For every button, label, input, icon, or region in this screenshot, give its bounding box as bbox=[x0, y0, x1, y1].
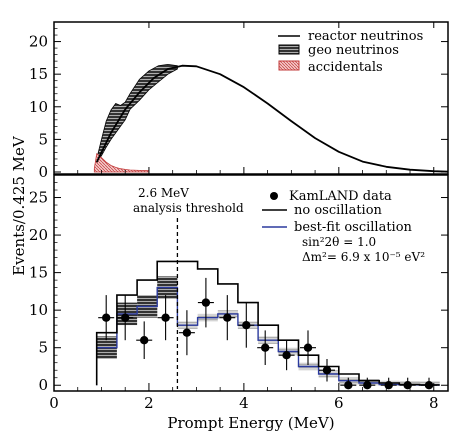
data-point bbox=[102, 313, 111, 322]
threshold-label-text: analysis threshold bbox=[133, 201, 244, 215]
data-point bbox=[161, 313, 170, 322]
data-point bbox=[242, 321, 251, 330]
legend-label-best-fit: best-fit oscillation bbox=[294, 220, 413, 235]
data-point bbox=[424, 381, 434, 390]
legend-marker-data bbox=[270, 192, 278, 200]
bottom-panel-frame bbox=[53, 174, 449, 392]
bottom-y-tick-label: 5 bbox=[38, 339, 48, 357]
data-point bbox=[261, 343, 270, 352]
bottom-y-tick-label: 20 bbox=[29, 226, 48, 244]
x-tick-label: 0 bbox=[49, 394, 59, 412]
bottom-y-tick-label: 25 bbox=[29, 189, 48, 207]
top-plot-area bbox=[93, 63, 449, 173]
threshold-label-energy: 2.6 MeV bbox=[138, 186, 189, 200]
data-point bbox=[384, 381, 393, 390]
top-legend: reactor neutrinos geo neutrinos accident… bbox=[278, 29, 423, 75]
accidentals-area bbox=[93, 152, 150, 173]
legend-label-accidentals: accidentals bbox=[308, 60, 383, 75]
fit-param-sin2theta: sin²2θ = 1.0 bbox=[302, 235, 376, 249]
data-point bbox=[201, 298, 211, 307]
top-y-tick-label: 10 bbox=[29, 98, 48, 116]
legend-label-reactor: reactor neutrinos bbox=[308, 29, 423, 44]
y-axis-label: Events/0.425 MeV bbox=[10, 135, 28, 276]
x-tick-label: 4 bbox=[239, 394, 249, 412]
top-y-tick-label: 5 bbox=[38, 130, 48, 148]
top-y-tick-label: 15 bbox=[29, 65, 48, 83]
bottom-y-tick-label: 10 bbox=[29, 301, 48, 319]
data-point bbox=[363, 381, 372, 390]
data-point bbox=[303, 343, 313, 352]
data-point bbox=[223, 313, 232, 322]
data-point bbox=[140, 336, 149, 345]
data-point bbox=[344, 381, 353, 390]
top-y-tick-label: 0 bbox=[38, 163, 48, 181]
bottom-plot-area bbox=[95, 218, 440, 390]
top-panel-frame bbox=[53, 21, 449, 175]
x-tick-label: 6 bbox=[334, 394, 344, 412]
legend-label-data: KamLAND data bbox=[289, 189, 392, 204]
fit-param-dm2: Δm²= 6.9 x 10⁻⁵ eV² bbox=[302, 250, 425, 264]
data-point bbox=[282, 351, 291, 360]
data-point bbox=[182, 328, 192, 337]
data-point bbox=[121, 313, 130, 322]
top-y-tick-label: 20 bbox=[29, 33, 48, 51]
x-tick-label: 2 bbox=[144, 394, 154, 412]
x-tick-label: 8 bbox=[429, 394, 439, 412]
reactor-neutrinos-line bbox=[95, 64, 449, 173]
no-oscillation-line bbox=[95, 260, 440, 386]
data-point bbox=[322, 366, 332, 375]
bottom-y-tick-label: 0 bbox=[38, 376, 48, 394]
x-axis-label: Prompt Energy (MeV) bbox=[167, 414, 334, 432]
legend-swatch-accidentals bbox=[278, 60, 300, 71]
data-point bbox=[403, 381, 412, 390]
legend-label-no-osc: no oscillation bbox=[294, 203, 383, 218]
bottom-y-tick-label: 15 bbox=[29, 264, 48, 282]
legend-label-geo: geo neutrinos bbox=[308, 43, 399, 58]
legend-swatch-geo bbox=[278, 44, 300, 55]
bottom-legend: KamLAND data no oscillation best-fit osc… bbox=[262, 189, 425, 264]
geo-neutrinos-band bbox=[96, 63, 178, 164]
axes-ticks: 0 2 4 6 8 0 5 10 15 20 0 5 10 15 20 25 bbox=[29, 22, 448, 412]
